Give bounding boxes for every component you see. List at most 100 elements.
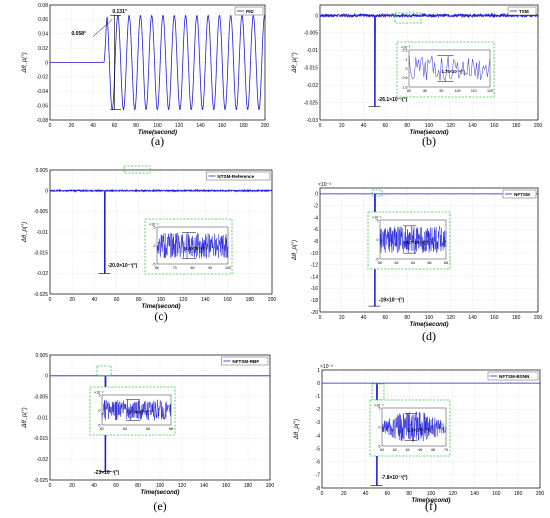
x-tick-label: 180 xyxy=(244,483,253,489)
y-tick-label: -0.04 xyxy=(37,89,49,95)
inset-x-tick: 68 xyxy=(169,427,173,431)
x-tick-label: 100 xyxy=(427,491,436,497)
y-tick-label: -0.03 xyxy=(307,118,319,124)
x-tick-label: 120 xyxy=(447,315,456,321)
inset-annotation: 6.7×10⁻⁴(°) xyxy=(406,240,428,245)
panel-caption: (a) xyxy=(151,134,164,148)
inset-x-tick: 100 xyxy=(225,266,231,270)
inset-x-tick: 90 xyxy=(439,89,443,93)
x-tick-label: 120 xyxy=(175,123,184,129)
y-tick-label: -6 xyxy=(316,460,321,466)
y-tick-label: -20 xyxy=(311,310,318,316)
y-axis-label: Δθ_p(°) xyxy=(22,52,28,73)
x-tick-label: 100 xyxy=(157,297,166,303)
y-tick-label: -16 xyxy=(311,286,318,292)
x-tick-label: 140 xyxy=(201,297,210,303)
y-tick-label: -0.02 xyxy=(307,83,319,89)
x-tick-label: 200 xyxy=(268,297,277,303)
x-tick-label: 40 xyxy=(92,297,98,303)
inset-x-tick: 66 xyxy=(146,427,150,431)
inset-y-tick: 0 xyxy=(406,67,408,71)
legend-label: TSM xyxy=(519,9,529,14)
y-tick-label: -0.02 xyxy=(37,75,49,81)
inset-y-tick: 0 xyxy=(379,425,381,429)
y-tick-label: 0 xyxy=(45,188,48,194)
y-tick-label: 0 xyxy=(45,374,48,380)
x-axis-label: Time(second) xyxy=(141,490,180,496)
inset-annotation: 7.3×10⁻⁴(°) xyxy=(130,410,152,415)
x-tick-label: 180 xyxy=(512,123,521,129)
axes-frame xyxy=(319,4,539,121)
inset-y-tick: -5 xyxy=(377,444,380,448)
x-tick-label: 60 xyxy=(114,297,120,303)
y-tick-label: 1 xyxy=(317,368,320,374)
zoom-region xyxy=(123,165,151,174)
annotation-label: -26.1×10⁻³(°) xyxy=(378,97,408,103)
inset-x-tick: 66 xyxy=(418,448,422,452)
x-tick-label: 180 xyxy=(514,491,523,497)
x-tick-label: 160 xyxy=(223,297,232,303)
x-tick-label: 80 xyxy=(135,483,141,489)
x-tick-label: 160 xyxy=(218,123,227,129)
y-tick-label: -0.08 xyxy=(37,118,49,124)
x-axis-label: Time(second) xyxy=(142,304,181,310)
annotation-label: 0.131° xyxy=(112,9,127,15)
x-tick-label: 200 xyxy=(534,123,543,129)
inset-x-tick: 68 xyxy=(444,261,448,265)
chart-panel-d: 0 20 40 60 80 100 120 140 160 180 200-20-18-16-14-… xyxy=(292,182,542,343)
inset-y-tick: 5 xyxy=(377,218,379,222)
legend-label: NFTSM-BSNN xyxy=(499,374,530,379)
legend-box xyxy=(221,356,269,366)
annotation-label: -23×10⁻³(°) xyxy=(94,470,120,476)
x-tick-label: 140 xyxy=(468,123,477,129)
inset-series-line xyxy=(381,411,447,442)
inset-x-tick: 90 xyxy=(208,266,212,270)
panel-caption: (d) xyxy=(422,329,436,343)
x-tick-label: 200 xyxy=(534,315,543,321)
y-tick-label: 0.06 xyxy=(38,17,48,23)
inset-y-tick: 1.6 xyxy=(403,85,408,89)
y-tick-label: -0.005 xyxy=(34,209,48,215)
legend-box xyxy=(502,189,537,199)
x-axis-label: Time(second) xyxy=(410,322,449,328)
inset-y-tick: -5 xyxy=(152,262,155,266)
x-tick-label: 60 xyxy=(113,483,119,489)
legend-box xyxy=(487,371,539,381)
inset-x-tick: 60 xyxy=(380,448,384,452)
x-tick-label: 100 xyxy=(153,123,162,129)
y-axis-label: Δθ_p(°) xyxy=(292,240,298,261)
axes-frame xyxy=(319,187,539,313)
chart-panel-a: 0 20 40 60 80 100 120 140 160 180 200 -0.08 -0.06 -0.… xyxy=(22,3,269,148)
legend-box xyxy=(206,171,271,181)
inset-x-tick: 60 xyxy=(407,89,411,93)
annotation-label: -20.0×10⁻³(°) xyxy=(108,263,138,269)
inset-exponent: ×10⁻⁴ xyxy=(374,404,384,408)
y-tick-label: 0 xyxy=(315,192,318,198)
y-tick-label: -0.01 xyxy=(37,415,49,421)
y-tick-label: 0.02 xyxy=(38,46,48,52)
inset-x-tick: 62 xyxy=(393,448,397,452)
y-tick-label: -4 xyxy=(316,433,321,439)
x-tick-label: 120 xyxy=(179,297,188,303)
inset-frame xyxy=(396,41,495,98)
y-tick-label: -0.01 xyxy=(307,48,319,54)
series-line-tsm xyxy=(319,12,539,107)
inset-x-tick: 62 xyxy=(395,261,399,265)
x-tick-label: 20 xyxy=(69,297,75,303)
chart-panel-b: 0 20 40 60 80 100 120 140 160 180 200 -0.03 -0.025 -0… xyxy=(292,4,543,148)
series-line-nftsm-rbf xyxy=(50,375,270,473)
legend-box xyxy=(507,6,537,16)
inset-y-tick: -5 xyxy=(375,257,378,261)
x-tick-label: 80 xyxy=(406,491,412,497)
series-line-nftsm-bsnn xyxy=(322,382,540,486)
inset-x-tick: 110 xyxy=(471,89,477,93)
x-tick-label: 80 xyxy=(404,123,410,129)
y-tick-label: -4 xyxy=(314,215,319,221)
inset-annotation: 6.9×10⁻⁴(°) xyxy=(185,246,207,251)
x-tick-label: 160 xyxy=(490,315,499,321)
inset-series-line xyxy=(156,232,229,259)
legend-label: NTSM-Reference xyxy=(217,174,254,179)
zoom-region xyxy=(371,383,385,401)
inset-x-tick: 80 xyxy=(191,266,195,270)
x-tick-label: 160 xyxy=(492,491,501,497)
